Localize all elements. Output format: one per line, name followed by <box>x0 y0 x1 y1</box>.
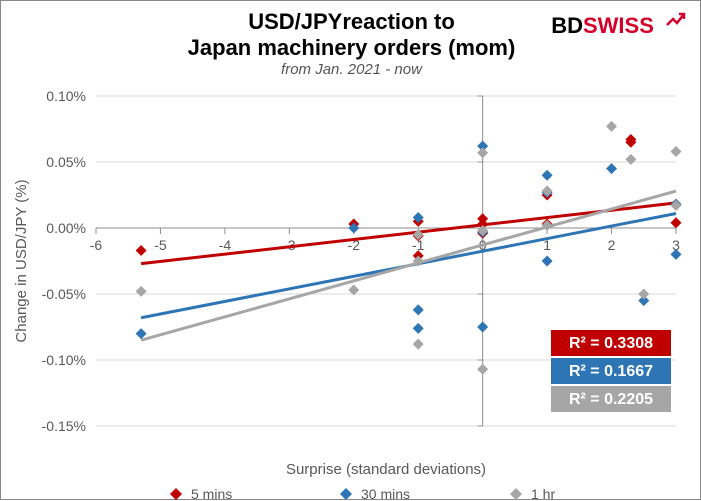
y-tick-label: -0.10% <box>42 352 86 368</box>
legend-label: 1 hr <box>531 486 555 501</box>
data-point <box>638 289 649 300</box>
r2-label: R² = 0.3308 <box>569 335 653 352</box>
trend-line <box>141 191 676 340</box>
r2-label: R² = 0.1667 <box>569 363 653 380</box>
x-tick-label: 2 <box>608 237 616 253</box>
data-point <box>413 323 424 334</box>
data-point <box>625 154 636 165</box>
x-tick-label: -6 <box>90 237 103 253</box>
data-point <box>606 163 617 174</box>
data-point <box>413 339 424 350</box>
y-axis-label: Change in USD/JPY (%) <box>13 179 30 342</box>
x-tick-label: -4 <box>219 237 232 253</box>
data-point <box>170 488 182 500</box>
y-tick-label: 0.10% <box>46 88 86 104</box>
data-point <box>671 200 682 211</box>
r2-label: R² = 0.2205 <box>569 391 653 408</box>
legend-label: 30 mins <box>361 486 410 501</box>
x-tick-label: -5 <box>154 237 167 253</box>
data-point <box>477 364 488 375</box>
data-point <box>606 121 617 132</box>
y-tick-label: 0.05% <box>46 154 86 170</box>
y-tick-label: -0.15% <box>42 418 86 434</box>
y-tick-label: -0.05% <box>42 286 86 302</box>
data-point <box>671 217 682 228</box>
data-point <box>671 146 682 157</box>
data-point <box>510 488 522 500</box>
data-point <box>340 488 352 500</box>
plot-svg: -6-5-4-3-2-10123-0.15%-0.10%-0.05%0.00%0… <box>1 1 701 501</box>
data-point <box>136 286 147 297</box>
data-point <box>136 328 147 339</box>
x-axis-label: Surprise (standard deviations) <box>286 461 486 478</box>
data-point <box>477 322 488 333</box>
legend-label: 5 mins <box>191 486 232 501</box>
data-point <box>542 256 553 267</box>
data-point <box>413 304 424 315</box>
data-point <box>542 170 553 181</box>
data-point <box>136 245 147 256</box>
chart-container: USD/JPYreaction to Japan machinery order… <box>1 1 701 501</box>
data-point <box>477 147 488 158</box>
y-tick-label: 0.00% <box>46 220 86 236</box>
